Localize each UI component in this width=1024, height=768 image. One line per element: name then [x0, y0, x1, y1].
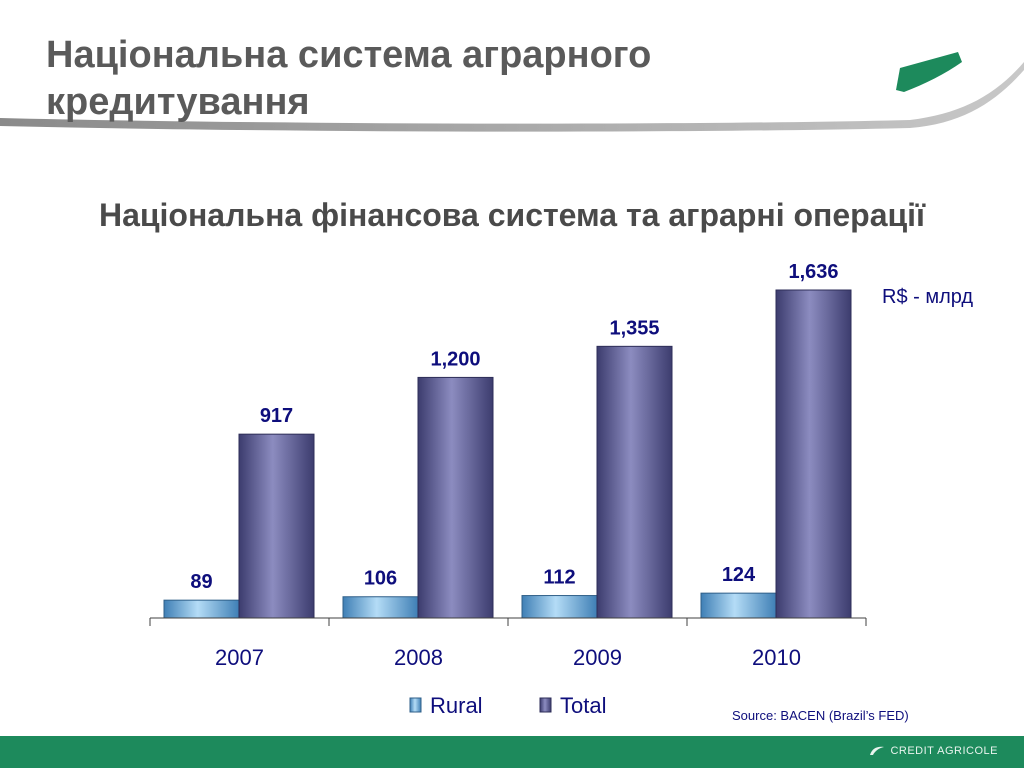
data-label-rural-2007: 89: [190, 571, 212, 593]
data-label-rural-2008: 106: [364, 568, 397, 590]
data-label-total-2008: 1,200: [430, 348, 480, 370]
bar-total-2010: [775, 289, 852, 619]
legend-label-rural: Rural: [430, 693, 483, 718]
bar-rural-2009: [521, 595, 598, 619]
legend-swatch-total: [539, 697, 552, 713]
brand-check-icon: [896, 52, 962, 92]
unit-label: R$ - млрд: [882, 286, 974, 308]
data-label-total-2009: 1,355: [609, 317, 659, 339]
source-note: Source: BACEN (Brazil’s FED): [732, 708, 909, 723]
data-label-rural-2010: 124: [722, 564, 756, 586]
bar-total-2009: [596, 345, 673, 619]
legend-swatch-rural: [409, 697, 422, 713]
legend-label-total: Total: [560, 693, 606, 718]
bar-rural-2008: [342, 596, 419, 619]
footer-bar: CREDIT AGRICOLE: [0, 736, 1024, 768]
data-label-total-2007: 917: [260, 405, 293, 427]
bar-rural-2010: [700, 592, 777, 619]
brand-name: CREDIT AGRICOLE: [890, 745, 998, 757]
data-label-rural-2009: 112: [543, 567, 575, 589]
bar-rural-2007: [163, 599, 240, 619]
slide-title: Національна система аграрного кредитуван…: [46, 34, 652, 123]
x-tick-label-2010: 2010: [752, 645, 801, 670]
header-swoosh: [0, 52, 1024, 132]
chart-title: Національна фінансова система та аграрні…: [98, 197, 926, 233]
x-tick-label-2009: 2009: [573, 645, 622, 670]
brand-logo: CREDIT AGRICOLE: [868, 745, 998, 757]
bar-total-2008: [417, 376, 494, 619]
bar-total-2007: [238, 433, 315, 619]
credit-agricole-icon: [870, 746, 885, 755]
data-label-total-2010: 1,636: [788, 261, 838, 283]
x-tick-label-2008: 2008: [394, 645, 443, 670]
x-tick-label-2007: 2007: [215, 645, 264, 670]
